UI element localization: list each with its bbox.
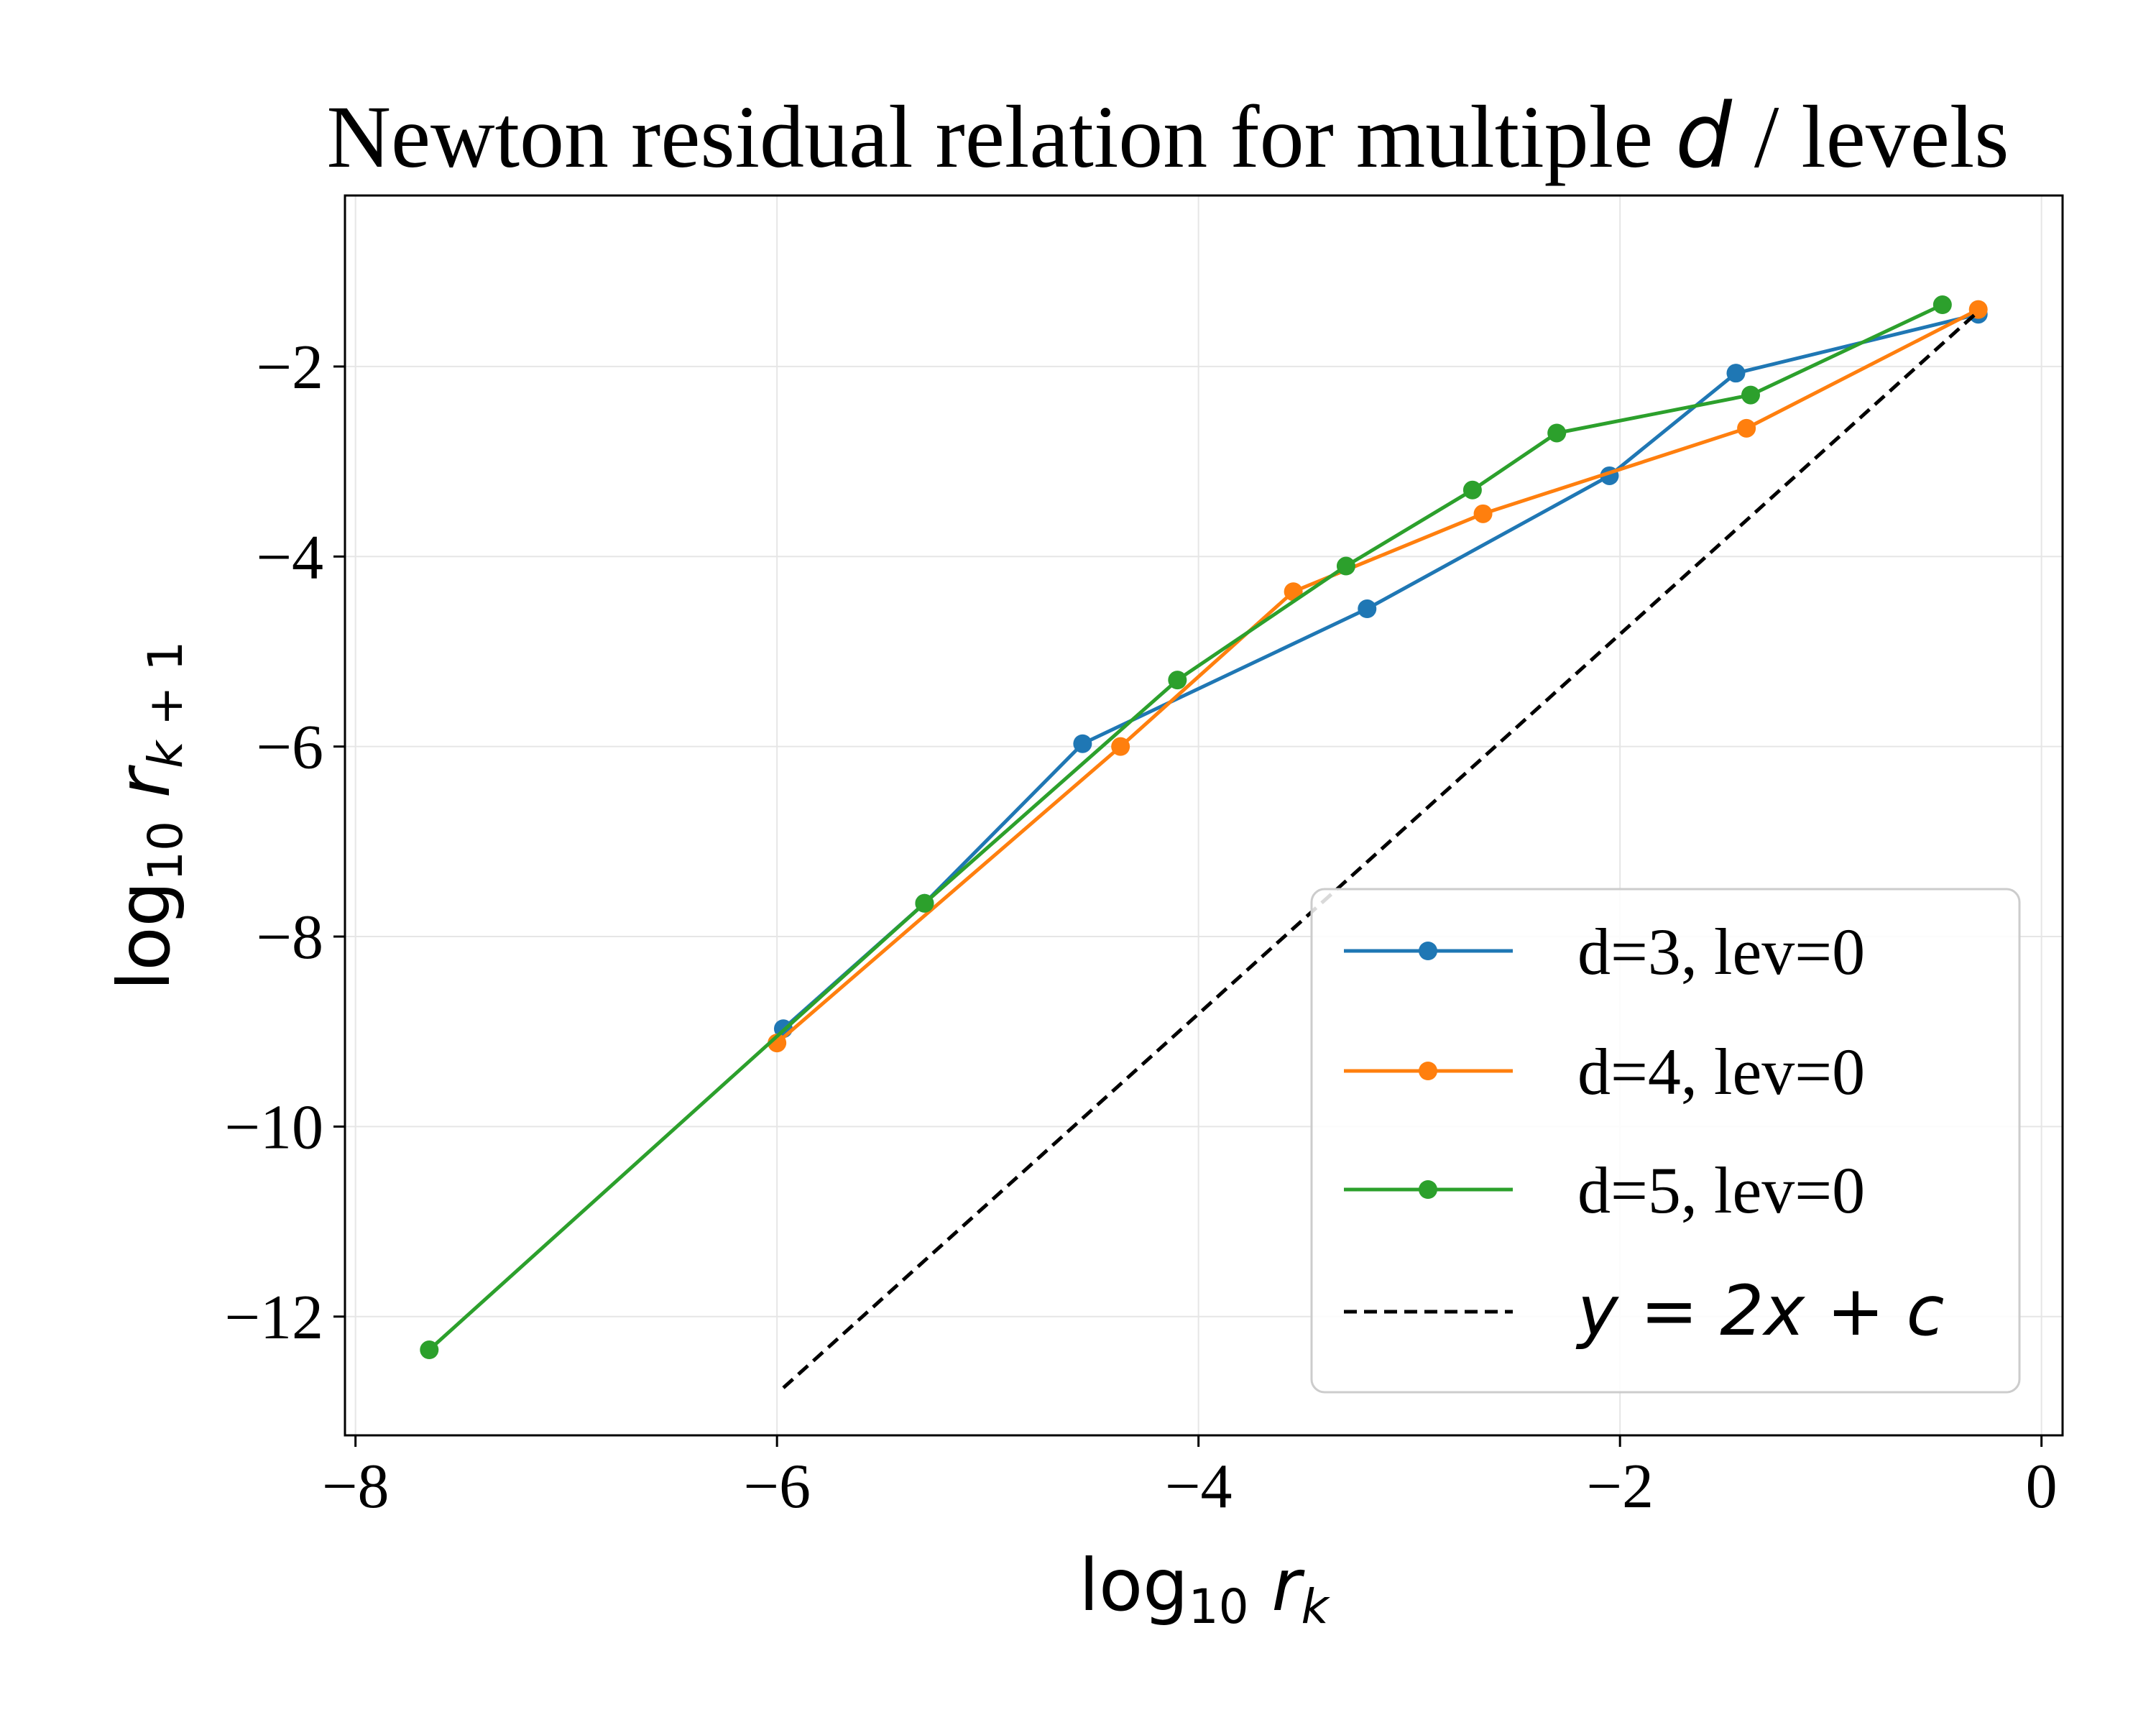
- series-line: [775, 308, 1979, 1044]
- data-point: [1737, 418, 1756, 438]
- data-point: [1111, 737, 1130, 756]
- y-tick-label: −10: [224, 1092, 323, 1162]
- legend-label: d=5, lev=0: [1577, 1154, 1865, 1227]
- legend-label: y = 2x + c: [1575, 1271, 1944, 1351]
- data-point: [1358, 599, 1377, 618]
- legend-label: d=3, lev=0: [1577, 915, 1865, 988]
- legend-entries: d=3, lev=0 d=4, lev=0 d=5, lev=0 y = 2x + c: [1344, 915, 1944, 1351]
- y-axis-label: log10 rk + 1: [102, 641, 193, 991]
- legend-swatch-marker: [1419, 1062, 1437, 1080]
- y-tick-label: −8: [256, 903, 323, 972]
- data-point: [1547, 423, 1567, 443]
- plot-area: [344, 194, 2064, 1437]
- x-tick-label: −2: [1586, 1452, 1654, 1522]
- data-point: [420, 1340, 439, 1360]
- data-point: [1726, 364, 1746, 383]
- legend: d=3, lev=0 d=4, lev=0 d=5, lev=0 y = 2x + c: [1310, 888, 2021, 1394]
- y-tick-label: −2: [256, 333, 323, 402]
- series-line: [428, 303, 1943, 1351]
- y-tick-label: −6: [256, 713, 323, 783]
- y-tick-label: −4: [256, 523, 323, 592]
- data-point: [1462, 480, 1482, 500]
- chart-title-suffix: / levels: [1732, 88, 2009, 186]
- x-tick-label: −4: [1165, 1452, 1233, 1522]
- x-tick-label: 0: [2026, 1452, 2058, 1522]
- legend-label: d=4, lev=0: [1577, 1035, 1865, 1108]
- y-tick-label: −12: [224, 1283, 323, 1353]
- gridlines: [345, 196, 2063, 1435]
- series-layer: [420, 295, 1988, 1389]
- legend-swatch-marker: [1419, 1180, 1437, 1199]
- legend-box: [1310, 888, 2021, 1394]
- data-point: [1968, 300, 1988, 319]
- data-point: [1073, 734, 1092, 753]
- chart-title-prefix: Newton residual relation for multiple: [326, 88, 1675, 186]
- data-point: [915, 893, 934, 913]
- data-point: [1168, 671, 1187, 690]
- series-line: [782, 310, 1980, 1389]
- chart-title-math: d: [1675, 85, 1733, 188]
- data-point: [1741, 385, 1760, 405]
- data-point: [1932, 295, 1952, 315]
- x-tick-label: −6: [743, 1452, 811, 1522]
- data-point: [1336, 556, 1355, 576]
- x-tick-label: −8: [322, 1452, 390, 1522]
- axis-ticks: −8 −6 −4 −2 0 −12 −10 −8 −6 −4 −2: [224, 333, 2057, 1522]
- x-axis-label: log10 rk: [1079, 1543, 1330, 1634]
- legend-swatch-marker: [1419, 942, 1437, 960]
- data-point: [1473, 504, 1493, 523]
- chart-title: Newton residual relation for multiple d …: [326, 85, 2009, 188]
